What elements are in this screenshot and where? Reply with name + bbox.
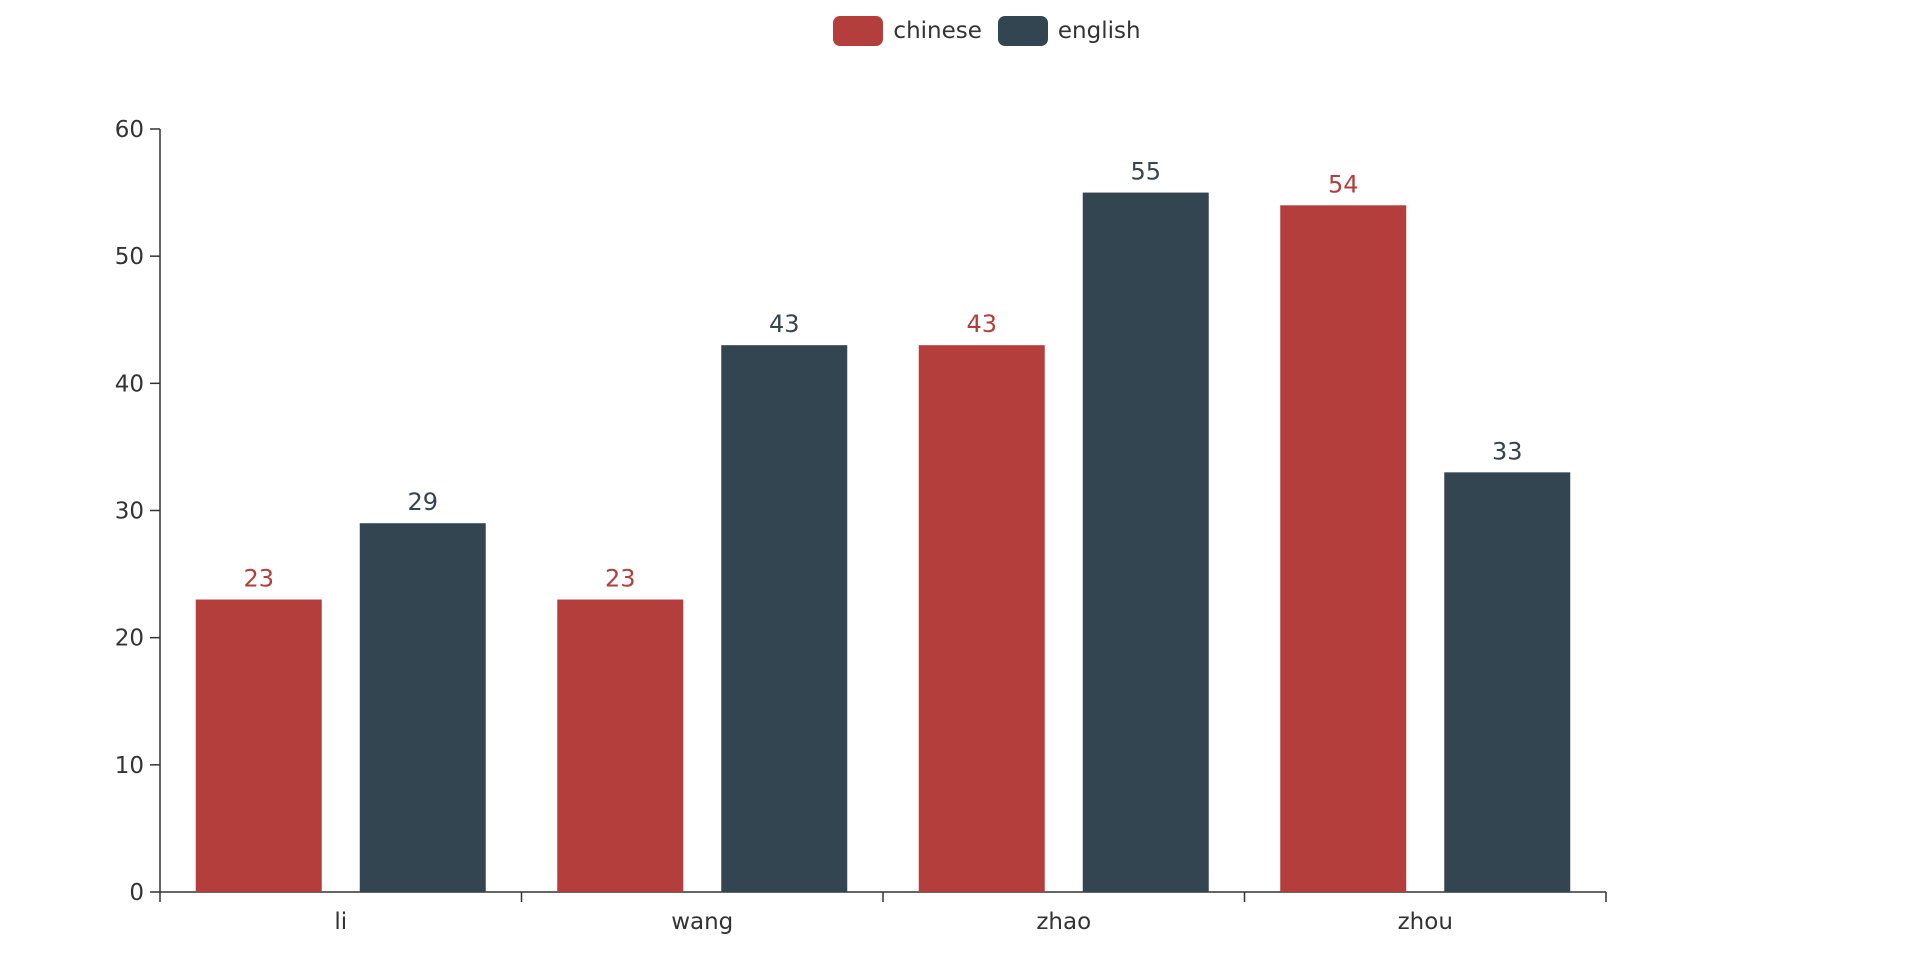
bar-label-english-zhao: 55 <box>1130 158 1161 186</box>
y-tick-label-10: 10 <box>115 753 144 779</box>
bar-label-english-wang: 43 <box>769 310 800 338</box>
legend-label-english: english <box>1057 18 1141 44</box>
bar-english-wang <box>721 345 848 892</box>
y-tick-label-0: 0 <box>129 880 144 906</box>
bar-chinese-wang <box>557 599 684 892</box>
y-tick-label-30: 30 <box>115 499 144 525</box>
bar-english-zhou <box>1444 472 1571 892</box>
bar-label-english-zhou: 33 <box>1492 437 1523 465</box>
bar-chinese-zhou <box>1280 205 1407 893</box>
bar-english-zhao <box>1082 192 1209 893</box>
bar-label-chinese-li: 23 <box>243 565 274 593</box>
bar-chinese-zhao <box>918 345 1045 892</box>
legend-item-chinese[interactable]: chinese <box>833 16 982 46</box>
x-tick-label-li: li <box>334 909 347 935</box>
bar-chinese-li <box>195 599 322 892</box>
y-tick-label-20: 20 <box>115 626 144 652</box>
bar-label-chinese-zhou: 54 <box>1328 170 1359 198</box>
x-tick-label-wang: wang <box>671 909 733 935</box>
bar-label-english-li: 29 <box>407 488 438 516</box>
legend-label-chinese: chinese <box>893 18 982 44</box>
bar-english-li <box>359 523 486 892</box>
y-tick-label-40: 40 <box>115 371 144 397</box>
x-tick-label-zhou: zhou <box>1398 909 1453 935</box>
y-tick-label-60: 60 <box>115 117 144 143</box>
legend-item-english[interactable]: english <box>997 16 1141 46</box>
y-tick-label-50: 50 <box>115 244 144 270</box>
x-tick-label-zhao: zhao <box>1036 909 1091 935</box>
bar-label-chinese-zhao: 43 <box>966 310 997 338</box>
bar-label-chinese-wang: 23 <box>605 565 636 593</box>
chart-legend: chinese english <box>0 16 1924 46</box>
legend-swatch-english <box>997 16 1048 46</box>
legend-swatch-chinese <box>833 16 884 46</box>
